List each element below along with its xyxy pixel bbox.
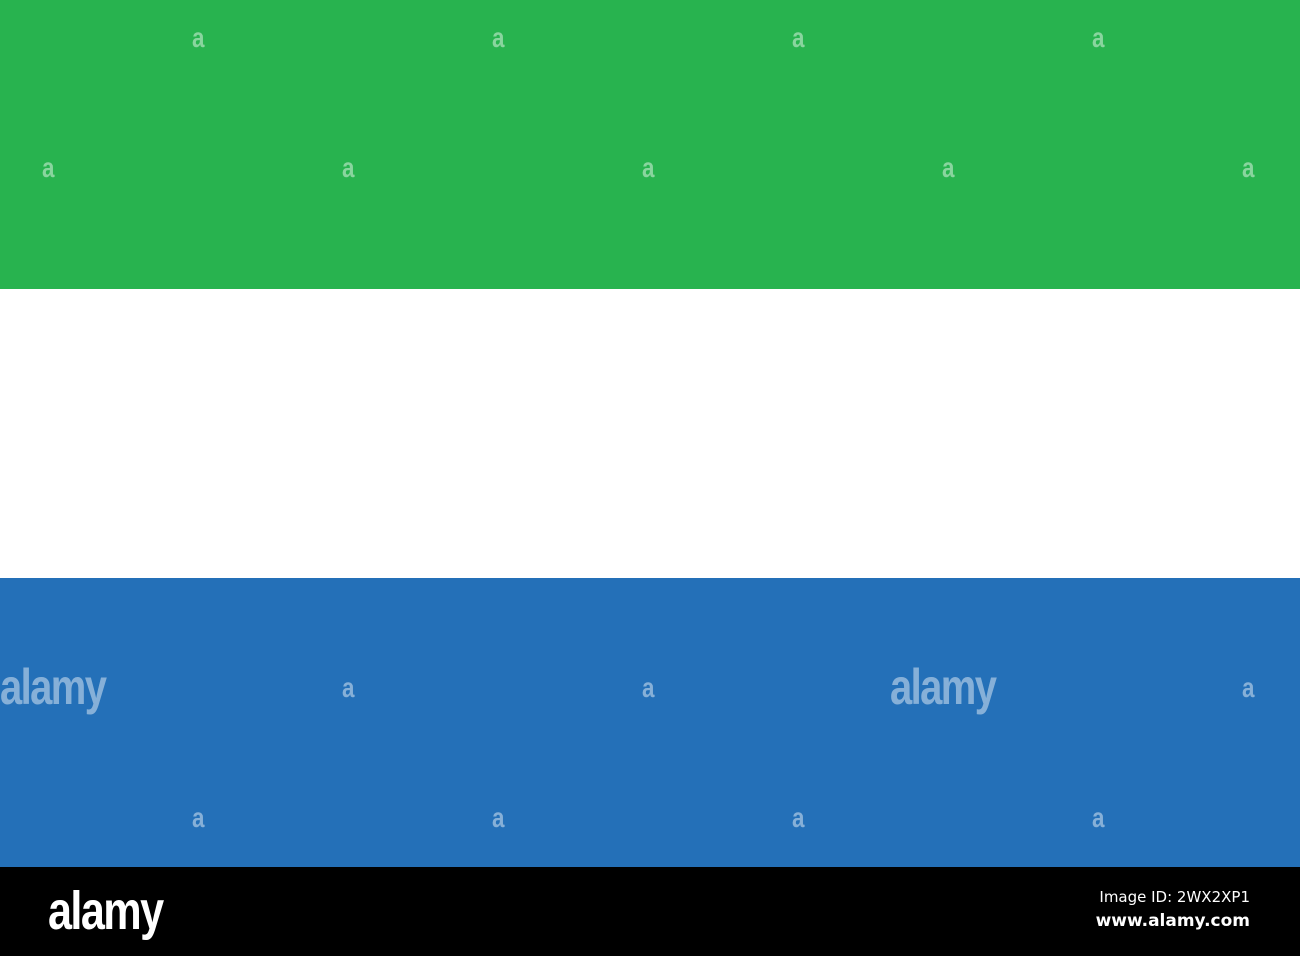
watermark-word: alamy: [0, 659, 107, 715]
watermark-glyph: a: [642, 672, 655, 703]
watermark-glyph: a: [192, 802, 205, 833]
watermark-glyph: a: [792, 802, 805, 833]
watermark-glyph: a: [342, 672, 355, 703]
flag-stripe-green: [0, 0, 1300, 289]
watermark-glyph: a: [1092, 802, 1105, 833]
watermark-glyph: a: [1092, 22, 1105, 53]
footer-bar: [0, 867, 1300, 956]
watermark-glyph: a: [42, 152, 55, 183]
watermark-glyph: a: [1242, 672, 1255, 703]
alamy-logo: alamy: [48, 881, 164, 941]
flag-stripe-white: [0, 289, 1300, 578]
image-id-label: Image ID: 2WX2XP1: [1099, 888, 1250, 906]
watermark-glyph: a: [1242, 152, 1255, 183]
watermark-glyph: a: [492, 22, 505, 53]
watermark-word: alamy: [890, 659, 997, 715]
watermark-glyph: a: [642, 152, 655, 183]
watermark-glyph: a: [192, 22, 205, 53]
watermark-glyph: a: [792, 22, 805, 53]
flag-stripe-blue: [0, 578, 1300, 867]
site-url: www.alamy.com: [1095, 911, 1250, 931]
watermark-glyph: a: [942, 152, 955, 183]
watermark-glyph: a: [342, 152, 355, 183]
watermark-glyph: a: [492, 802, 505, 833]
